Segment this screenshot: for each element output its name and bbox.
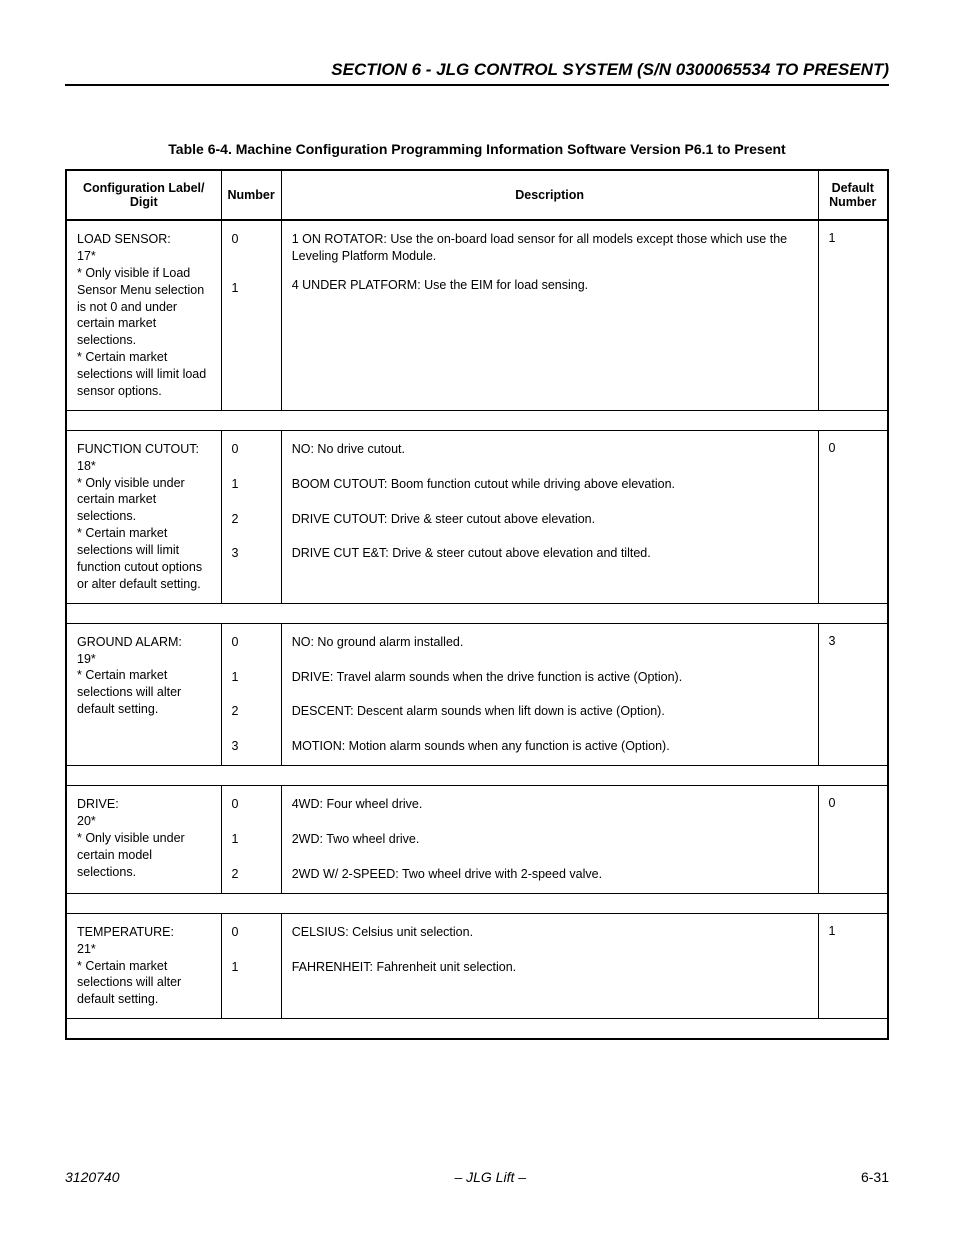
config-label-digit: 21*: [77, 941, 211, 958]
config-label-digit: 19*: [77, 651, 211, 668]
config-description-cell: 1 ON ROTATOR: Use the on-board load sens…: [281, 220, 818, 410]
config-description: 1 ON ROTATOR: Use the on-board load sens…: [292, 231, 808, 265]
config-number-cell: 0 1 2 3: [221, 430, 281, 603]
config-description: DRIVE: Travel alarm sounds when the driv…: [292, 669, 808, 686]
config-label-note: * Only visible under certain model selec…: [77, 830, 211, 881]
config-number: 1: [232, 476, 271, 493]
config-number: 1: [232, 831, 271, 848]
config-label-note: * Certain market selections will alter d…: [77, 667, 211, 718]
config-description: NO: No drive cutout.: [292, 441, 808, 458]
config-number: 1: [232, 669, 271, 686]
table-group-row: DRIVE:20** Only visible under certain mo…: [66, 786, 888, 894]
config-default-cell: 1: [818, 220, 888, 410]
config-number: 3: [232, 545, 271, 562]
config-description: 4WD: Four wheel drive.: [292, 796, 808, 813]
config-label-title: TEMPERATURE:: [77, 924, 211, 941]
config-number: 1: [232, 959, 271, 976]
config-label-digit: 18*: [77, 458, 211, 475]
config-default-cell: 1: [818, 913, 888, 1018]
config-label-note: * Certain market selections will alter d…: [77, 958, 211, 1009]
table-group-row: TEMPERATURE:21** Certain market selectio…: [66, 913, 888, 1018]
config-description: MOTION: Motion alarm sounds when any fun…: [292, 738, 808, 755]
config-table: Configuration Label/Digit Number Descrip…: [65, 169, 889, 1040]
config-label-title: GROUND ALARM:: [77, 634, 211, 651]
config-number: 2: [232, 703, 271, 720]
config-number: 1: [232, 280, 271, 297]
config-description: CELSIUS: Celsius unit selection.: [292, 924, 808, 941]
table-group-row: GROUND ALARM:19** Certain market selecti…: [66, 623, 888, 766]
col-header-description: Description: [281, 170, 818, 220]
config-label-note: * Only visible if Load Sensor Menu selec…: [77, 265, 211, 349]
config-label-digit: 17*: [77, 248, 211, 265]
config-number: 2: [232, 511, 271, 528]
table-group-row: FUNCTION CUTOUT:18** Only visible under …: [66, 430, 888, 603]
config-number: 0: [232, 924, 271, 941]
table-separator-row: [66, 893, 888, 913]
config-number: 0: [232, 634, 271, 651]
config-default-cell: 3: [818, 623, 888, 766]
config-description: NO: No ground alarm installed.: [292, 634, 808, 651]
config-description: DRIVE CUTOUT: Drive & steer cutout above…: [292, 511, 808, 528]
col-header-number: Number: [221, 170, 281, 220]
footer-left: 3120740: [65, 1169, 120, 1185]
config-description-cell: NO: No ground alarm installed. DRIVE: Tra…: [281, 623, 818, 766]
col-header-label: Configuration Label/Digit: [66, 170, 221, 220]
config-number-cell: 01: [221, 913, 281, 1018]
col-header-default-text: DefaultNumber: [829, 181, 876, 209]
config-number: 3: [232, 738, 271, 755]
config-description: DESCENT: Descent alarm sounds when lift …: [292, 703, 808, 720]
section-header: SECTION 6 - JLG CONTROL SYSTEM (S/N 0300…: [65, 60, 889, 86]
config-label-cell: GROUND ALARM:19** Certain market selecti…: [66, 623, 221, 766]
footer-right: 6-31: [861, 1169, 889, 1185]
table-separator-row: [66, 603, 888, 623]
footer-center: – JLG Lift –: [65, 1169, 889, 1185]
config-number: 2: [232, 866, 271, 883]
config-description: 2WD: Two wheel drive.: [292, 831, 808, 848]
page: SECTION 6 - JLG CONTROL SYSTEM (S/N 0300…: [0, 0, 954, 1235]
config-label-title: LOAD SENSOR:: [77, 231, 211, 248]
config-number-cell: 0 1 2 3: [221, 623, 281, 766]
config-description: BOOM CUTOUT: Boom function cutout while …: [292, 476, 808, 493]
config-default-cell: 0: [818, 786, 888, 894]
table-body: LOAD SENSOR:17** Only visible if Load Se…: [66, 220, 888, 1039]
config-description: FAHRENHEIT: Fahrenheit unit selection.: [292, 959, 808, 976]
config-number-cell: 01: [221, 220, 281, 410]
config-label-digit: 20*: [77, 813, 211, 830]
config-description-cell: CELSIUS: Celsius unit selection. FAHRENHE…: [281, 913, 818, 1018]
table-title: Table 6-4. Machine Configuration Program…: [65, 141, 889, 157]
config-number: 0: [232, 796, 271, 813]
page-footer: 3120740 6-31 – JLG Lift –: [65, 1169, 889, 1185]
table-separator-row: [66, 1019, 888, 1039]
config-label-title: FUNCTION CUTOUT:: [77, 441, 211, 458]
table-header-row: Configuration Label/Digit Number Descrip…: [66, 170, 888, 220]
config-description: 4 UNDER PLATFORM: Use the EIM for load s…: [292, 277, 808, 294]
table-separator-row: [66, 766, 888, 786]
config-number: 0: [232, 231, 271, 248]
config-label-cell: DRIVE:20** Only visible under certain mo…: [66, 786, 221, 894]
config-label-note: * Only visible under certain market sele…: [77, 475, 211, 526]
table-group-row: LOAD SENSOR:17** Only visible if Load Se…: [66, 220, 888, 410]
config-label-note: * Certain market selections will limit f…: [77, 525, 211, 593]
config-label-cell: TEMPERATURE:21** Certain market selectio…: [66, 913, 221, 1018]
config-description-cell: 4WD: Four wheel drive. 2WD: Two wheel dri…: [281, 786, 818, 894]
col-header-default: DefaultNumber: [818, 170, 888, 220]
table-separator-row: [66, 410, 888, 430]
config-number: 0: [232, 441, 271, 458]
config-description: DRIVE CUT E&T: Drive & steer cutout abov…: [292, 545, 808, 562]
col-header-label-text: Configuration Label/Digit: [83, 181, 205, 209]
config-label-title: DRIVE:: [77, 796, 211, 813]
config-description-cell: NO: No drive cutout. BOOM CUTOUT: Boom fu…: [281, 430, 818, 603]
config-description: 2WD W/ 2-SPEED: Two wheel drive with 2-s…: [292, 866, 808, 883]
config-label-cell: LOAD SENSOR:17** Only visible if Load Se…: [66, 220, 221, 410]
config-default-cell: 0: [818, 430, 888, 603]
config-label-cell: FUNCTION CUTOUT:18** Only visible under …: [66, 430, 221, 603]
config-label-note: * Certain market selections will limit l…: [77, 349, 211, 400]
config-number-cell: 0 1 2: [221, 786, 281, 894]
